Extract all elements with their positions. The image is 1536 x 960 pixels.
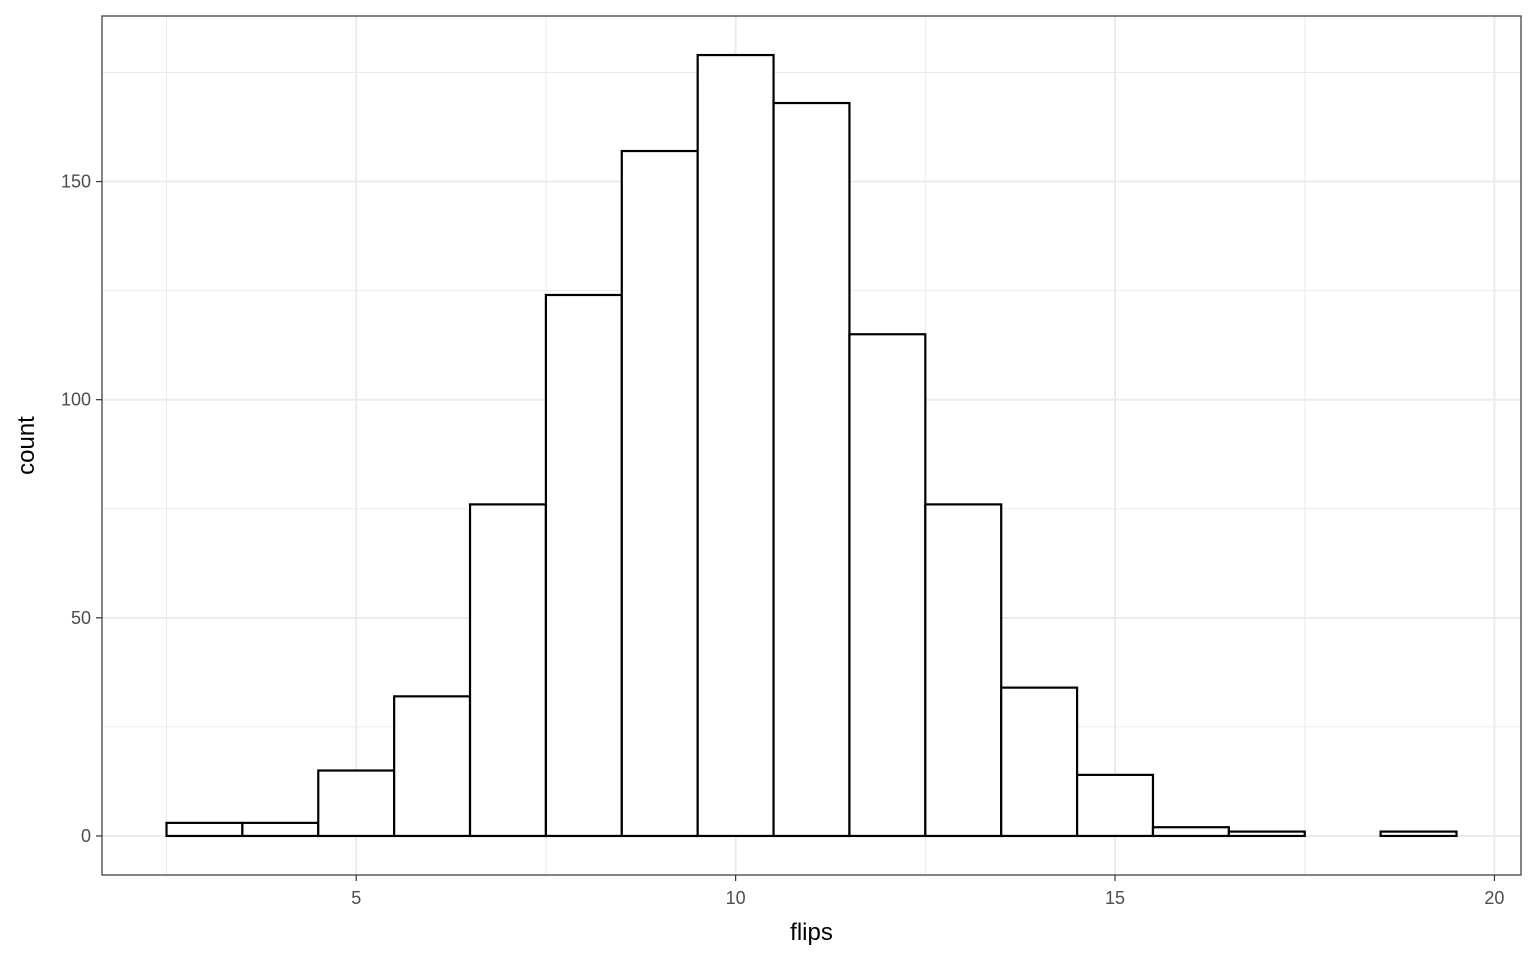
histogram-bar [696, 53, 775, 838]
histogram-bar [848, 333, 927, 838]
histogram-bar [772, 101, 851, 838]
x-axis-title: flips [790, 919, 833, 946]
histogram-bar [241, 821, 320, 838]
histogram-bars [165, 53, 1458, 838]
histogram-bar [924, 503, 1003, 838]
y-axis-title: count [13, 416, 40, 475]
histogram-bar [317, 769, 396, 838]
x-tick-label: 20 [1484, 888, 1504, 908]
histogram-bar [620, 149, 699, 838]
x-tick-label: 10 [726, 888, 746, 908]
y-axis-ticks: 0 50 100 150 [61, 172, 102, 846]
histogram-bar [165, 821, 244, 838]
x-axis-ticks: 5 10 15 20 [351, 875, 1504, 908]
x-tick-label: 15 [1105, 888, 1125, 908]
y-tick-label: 150 [61, 172, 91, 192]
y-tick-label: 50 [71, 608, 91, 628]
y-tick-label: 0 [81, 826, 91, 846]
x-tick-label: 5 [351, 888, 361, 908]
histogram-bar [468, 503, 548, 838]
histogram-bar [1379, 830, 1458, 838]
histogram-bar [544, 293, 623, 838]
histogram-bar [393, 695, 472, 838]
histogram-bar [1151, 826, 1230, 838]
panel-border [101, 15, 1522, 876]
histogram-bar [1000, 686, 1079, 838]
histogram-bar [1227, 830, 1306, 838]
histogram-bar [1075, 773, 1155, 838]
y-tick-label: 100 [61, 390, 91, 410]
